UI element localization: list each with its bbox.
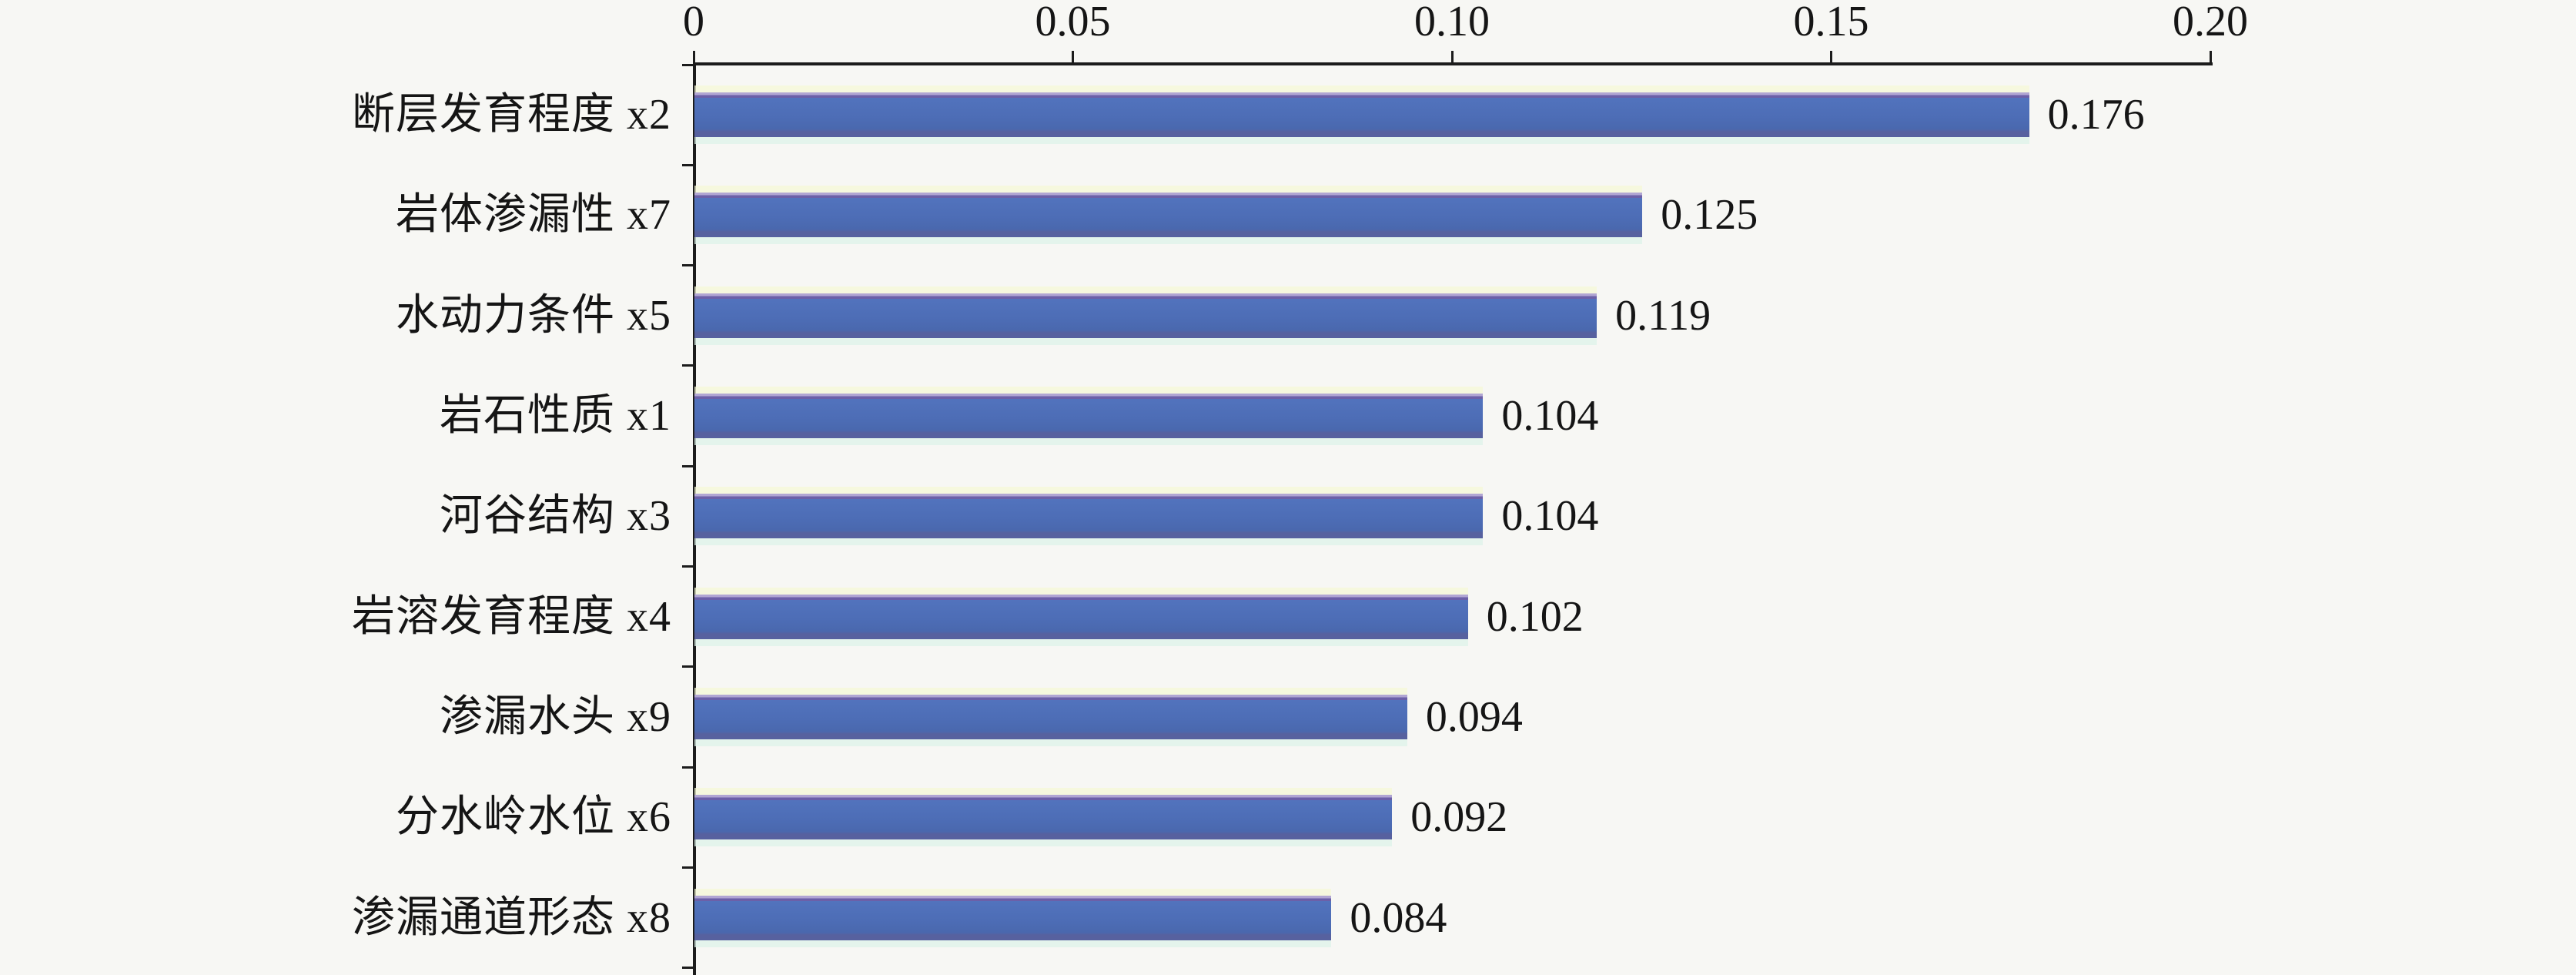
x-axis-tick — [1830, 51, 1832, 62]
x-tick-label: 0.15 — [1793, 0, 1869, 45]
category-label: 岩溶发育程度 x4 — [352, 592, 671, 641]
y-axis-tick — [682, 163, 693, 166]
y-axis-tick — [682, 364, 693, 367]
y-axis-tick — [682, 565, 693, 568]
value-label: 0.125 — [1661, 191, 1758, 240]
value-label: 0.104 — [1501, 492, 1599, 541]
x-axis-line — [694, 62, 2213, 65]
y-axis-tick — [682, 866, 693, 869]
category-label: 河谷结构 x3 — [440, 492, 671, 541]
x-tick-label: 0.10 — [1414, 0, 1490, 45]
category-label: 断层发育程度 x2 — [352, 91, 671, 139]
category-label: 岩体渗漏性 x7 — [396, 191, 671, 240]
y-axis-tick — [682, 264, 693, 267]
value-label: 0.094 — [1425, 692, 1523, 741]
x-tick-label: 0 — [683, 0, 704, 45]
bar — [694, 293, 1597, 338]
y-axis-tick — [682, 967, 693, 970]
bar — [694, 694, 1407, 739]
x-axis-tick — [1072, 51, 1074, 62]
value-label: 0.119 — [1615, 291, 1711, 340]
x-axis-tick — [692, 51, 695, 62]
value-label: 0.102 — [1486, 592, 1584, 641]
y-axis-tick — [682, 464, 693, 467]
category-label: 岩石性质 x1 — [440, 392, 671, 441]
y-axis-tick — [682, 665, 693, 668]
bar — [694, 895, 1332, 940]
x-tick-label: 0.20 — [2173, 0, 2248, 45]
x-axis-tick — [2209, 51, 2212, 62]
category-label: 水动力条件 x5 — [396, 291, 671, 340]
value-label: 0.104 — [1501, 392, 1599, 441]
category-label: 渗漏通道形态 x8 — [352, 893, 671, 942]
y-axis-tick — [682, 766, 693, 769]
bar — [694, 92, 2029, 138]
bar — [694, 795, 1393, 840]
category-label: 分水岭水位 x6 — [396, 793, 671, 842]
value-label: 0.084 — [1350, 893, 1447, 942]
x-tick-label: 0.05 — [1035, 0, 1111, 45]
y-axis-tick — [682, 63, 693, 66]
category-label: 渗漏水头 x9 — [440, 692, 671, 741]
value-label: 0.176 — [2047, 91, 2145, 139]
bar — [694, 494, 1484, 539]
value-label: 0.092 — [1410, 793, 1508, 842]
bar — [694, 193, 1643, 238]
x-axis-tick — [1450, 51, 1454, 62]
bar — [694, 594, 1468, 639]
bar — [694, 394, 1484, 439]
